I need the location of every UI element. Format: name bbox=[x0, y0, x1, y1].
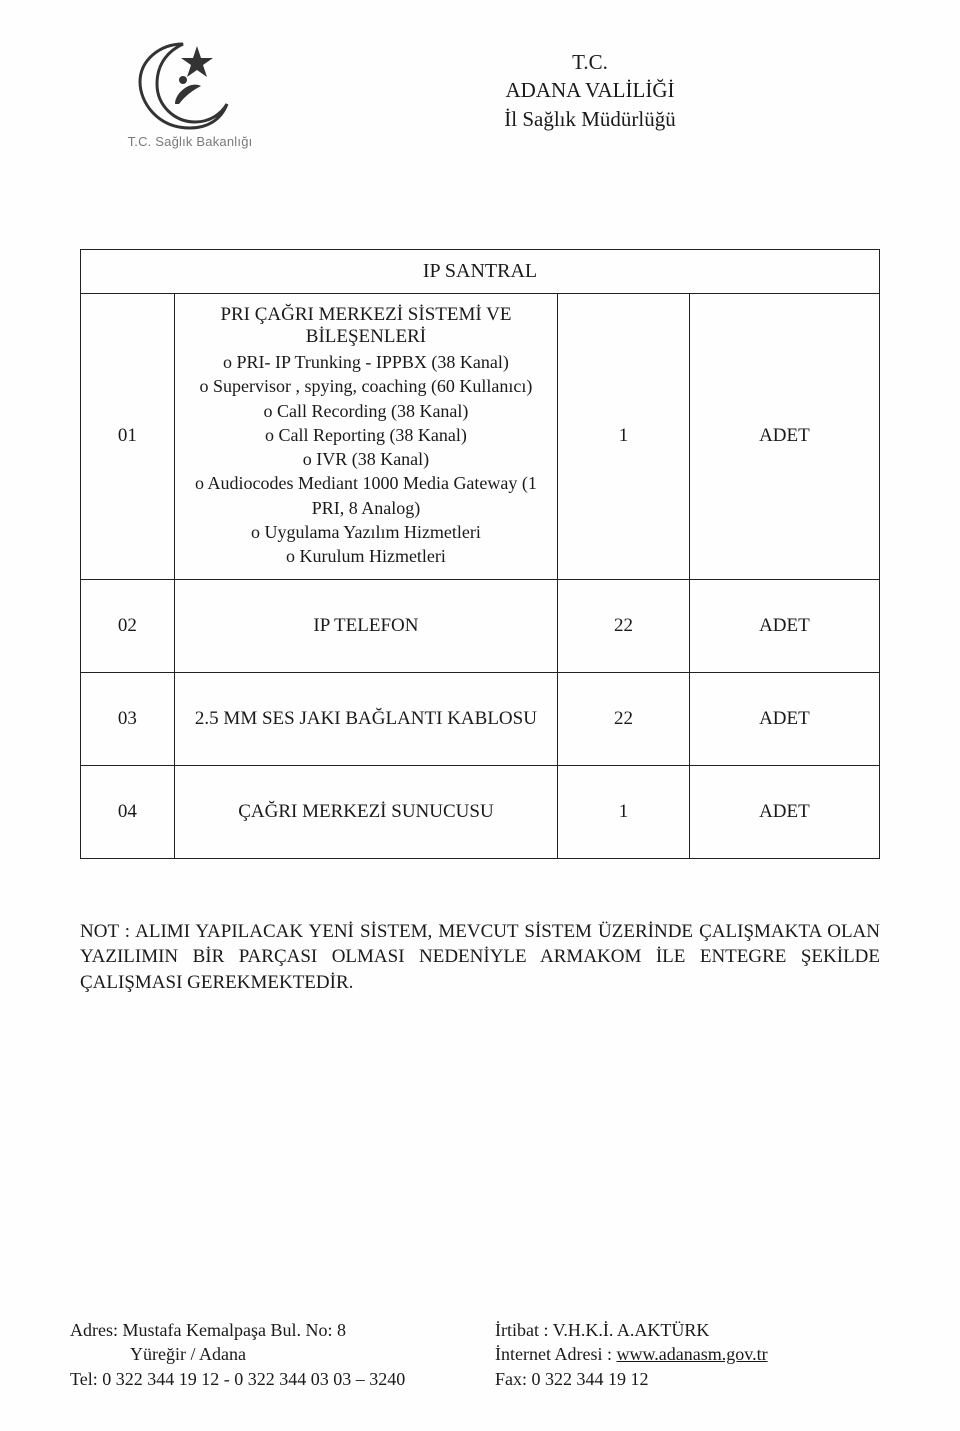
table-row: 02 IP TELEFON 22ADET bbox=[81, 579, 880, 672]
cell-no: 02 bbox=[81, 579, 175, 672]
cell-description: 2.5 MM SES JAKI BAĞLANTI KABLOSU bbox=[174, 672, 557, 765]
bullet-item: Call Recording (38 Kanal) bbox=[183, 399, 549, 423]
title-line-2: ADANA VALİLİĞİ bbox=[280, 76, 900, 104]
cell-unit: ADET bbox=[689, 765, 879, 858]
table-row: 04 ÇAĞRI MERKEZİ SUNUCUSU 1ADET bbox=[81, 765, 880, 858]
footer-right: İrtibat : V.H.K.İ. A.AKTÜRK İnternet Adr… bbox=[495, 1318, 900, 1391]
cell-no: 01 bbox=[81, 294, 175, 580]
cell-qty: 22 bbox=[558, 579, 690, 672]
cell-unit: ADET bbox=[689, 672, 879, 765]
header: T.C. Sağlık Bakanlığı T.C. ADANA VALİLİĞ… bbox=[60, 40, 900, 149]
desc-title: 2.5 MM SES JAKI BAĞLANTI KABLOSU bbox=[183, 708, 549, 730]
footer: Adres: Mustafa Kemalpaşa Bul. No: 8 Yüre… bbox=[70, 1318, 900, 1391]
desc-title: PRI ÇAĞRI MERKEZİ SİSTEMİ VE BİLEŞENLERİ bbox=[183, 304, 549, 348]
table-body: 01PRI ÇAĞRI MERKEZİ SİSTEMİ VE BİLEŞENLE… bbox=[81, 294, 880, 859]
fax-value: 0 322 344 19 12 bbox=[532, 1369, 649, 1389]
bullet-item: PRI- IP Trunking - IPPBX (38 Kanal) bbox=[183, 350, 549, 374]
contact-value: V.H.K.İ. A.AKTÜRK bbox=[553, 1320, 710, 1340]
web-value: www.adanasm.gov.tr bbox=[616, 1344, 767, 1364]
title-block: T.C. ADANA VALİLİĞİ İl Sağlık Müdürlüğü bbox=[280, 40, 900, 133]
tel-value: 0 322 344 19 12 - 0 322 344 03 03 – 3240 bbox=[102, 1369, 405, 1389]
logo-caption: T.C. Sağlık Bakanlığı bbox=[100, 134, 280, 149]
footer-left: Adres: Mustafa Kemalpaşa Bul. No: 8 Yüre… bbox=[70, 1318, 475, 1391]
bullet-item: Uygulama Yazılım Hizmetleri bbox=[183, 520, 549, 544]
bullet-item: Call Reporting (38 Kanal) bbox=[183, 423, 549, 447]
tel-label: Tel: bbox=[70, 1369, 98, 1389]
address-label: Adres: bbox=[70, 1320, 118, 1340]
address-line-1: Mustafa Kemalpaşa Bul. No: 8 bbox=[123, 1320, 346, 1340]
table-row: 03 2.5 MM SES JAKI BAĞLANTI KABLOSU 22ADET bbox=[81, 672, 880, 765]
items-table: IP SANTRAL 01PRI ÇAĞRI MERKEZİ SİSTEMİ V… bbox=[80, 249, 880, 859]
address-line-2: Yüreğir / Adana bbox=[130, 1344, 246, 1364]
ministry-logo-icon bbox=[135, 40, 245, 130]
document-page: T.C. Sağlık Bakanlığı T.C. ADANA VALİLİĞ… bbox=[0, 0, 960, 1431]
bullet-item: Supervisor , spying, coaching (60 Kullan… bbox=[183, 374, 549, 398]
title-line-3: İl Sağlık Müdürlüğü bbox=[280, 105, 900, 133]
cell-unit: ADET bbox=[689, 294, 879, 580]
cell-no: 03 bbox=[81, 672, 175, 765]
desc-title: ÇAĞRI MERKEZİ SUNUCUSU bbox=[183, 801, 549, 823]
desc-bullets: PRI- IP Trunking - IPPBX (38 Kanal)Super… bbox=[183, 350, 549, 569]
table-row: 01PRI ÇAĞRI MERKEZİ SİSTEMİ VE BİLEŞENLE… bbox=[81, 294, 880, 580]
title-line-1: T.C. bbox=[280, 48, 900, 76]
bullet-item: IVR (38 Kanal) bbox=[183, 447, 549, 471]
table-title: IP SANTRAL bbox=[81, 250, 880, 294]
fax-label: Fax: bbox=[495, 1369, 527, 1389]
cell-description: ÇAĞRI MERKEZİ SUNUCUSU bbox=[174, 765, 557, 858]
cell-qty: 1 bbox=[558, 765, 690, 858]
bullet-item: Audiocodes Mediant 1000 Media Gateway (1… bbox=[183, 471, 549, 520]
cell-no: 04 bbox=[81, 765, 175, 858]
cell-description: IP TELEFON bbox=[174, 579, 557, 672]
bullet-item: Kurulum Hizmetleri bbox=[183, 544, 549, 568]
contact-label: İrtibat : bbox=[495, 1320, 548, 1340]
cell-qty: 22 bbox=[558, 672, 690, 765]
logo-block: T.C. Sağlık Bakanlığı bbox=[100, 40, 280, 149]
web-label: İnternet Adresi : bbox=[495, 1344, 612, 1364]
note-paragraph: NOT : ALIMI YAPILACAK YENİ SİSTEM, MEVCU… bbox=[80, 919, 880, 996]
cell-description: PRI ÇAĞRI MERKEZİ SİSTEMİ VE BİLEŞENLERİ… bbox=[174, 294, 557, 580]
desc-title: IP TELEFON bbox=[183, 615, 549, 637]
cell-qty: 1 bbox=[558, 294, 690, 580]
cell-unit: ADET bbox=[689, 579, 879, 672]
